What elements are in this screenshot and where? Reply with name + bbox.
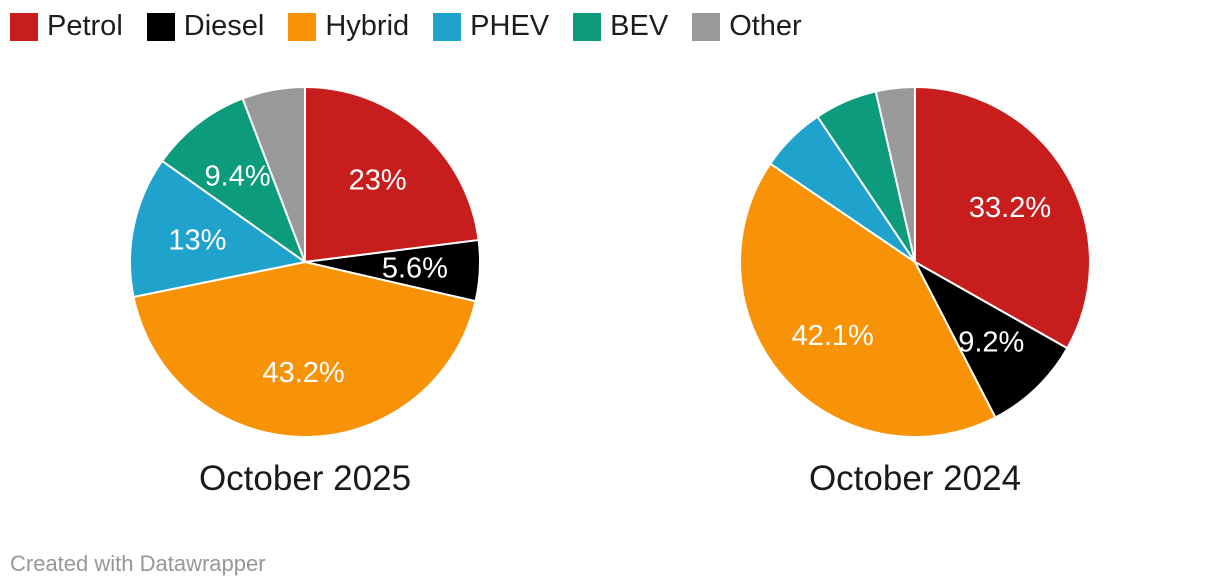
legend-label: Hybrid [325,10,410,42]
pie-title-right: October 2024 [808,459,1022,498]
slice-label: 13% [168,225,226,257]
legend-item-phev: PHEV [433,12,549,41]
legend-item-bev: BEV [573,12,668,41]
legend-item-diesel: Diesel [146,10,265,42]
pie-slice-other[interactable] [874,86,916,263]
pie-slice-bev[interactable] [161,97,306,263]
legend-swatch-icon [146,12,175,41]
legend-label: BEV [610,10,669,42]
slice-label: 43.2% [262,357,344,389]
pie-title-left: October 2025 [198,459,412,498]
pie-slice-hybrid[interactable] [132,261,477,438]
slice-label: 42.1% [792,320,874,352]
pie-slice-hybrid[interactable] [739,162,997,438]
legend-label: Diesel [183,10,265,42]
legend-item-petrol: Petrol [10,12,123,41]
legend-label: Other [729,10,802,42]
legend-swatch-icon [10,12,38,41]
pie-slice-other[interactable] [241,86,306,263]
legend-item-hybrid: Hybrid [288,12,409,41]
legend-swatch-icon [288,12,317,41]
legend-label: PHEV [470,10,550,42]
pie-chart-october-2024: 33.2% 9.2% 42.1% [739,86,1091,438]
legend-swatch-icon [433,12,462,41]
pie-slice-phev[interactable] [129,159,306,298]
slice-label: 9.4% [205,160,271,192]
legend-item-other: Other [692,12,802,41]
pie-slice-petrol[interactable] [914,86,1091,350]
legend-swatch-icon [573,12,602,41]
pie-slice-diesel[interactable] [914,261,1069,419]
pie-slice-petrol[interactable] [304,86,480,263]
slice-label: 33.2% [969,192,1051,224]
slice-label: 23% [349,165,407,197]
datawrapper-credit[interactable]: Created with Datawrapper [10,551,266,576]
slice-label: 9.2% [958,326,1024,358]
pie-chart-october-2025: 23% 5.6% 43.2% 13% 9.4% [129,86,481,438]
legend-label: Petrol [47,10,123,42]
legend: Petrol Diesel Hybrid PHEV BEV Other [10,12,802,41]
legend-swatch-icon [692,12,721,41]
slice-label: 5.6% [382,253,448,285]
